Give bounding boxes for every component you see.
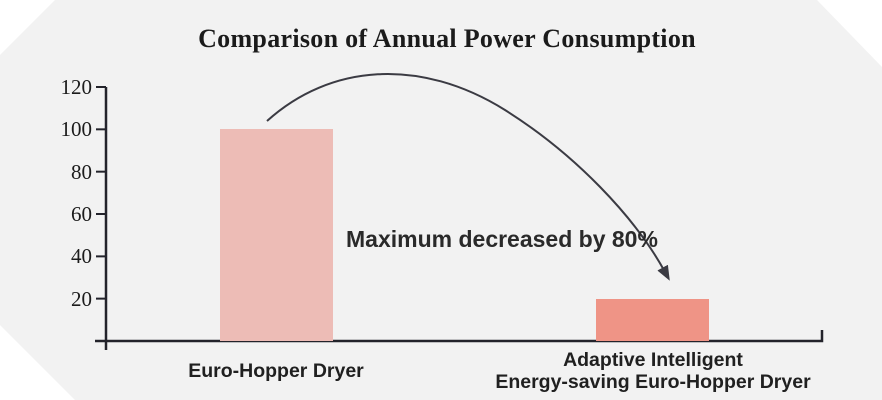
- x-axis-label-energy-saving-dryer: Adaptive Intelligent Energy-saving Euro-…: [495, 349, 811, 393]
- y-axis-tick-label: 120: [60, 75, 93, 99]
- x-axis: [95, 330, 824, 343]
- annotation-text: Maximum decreased by 80%: [346, 226, 658, 252]
- chart-title: Comparison of Annual Power Consumption: [198, 24, 696, 53]
- bar-energy-saving-dryer: [596, 298, 709, 341]
- y-axis-tick-label: 100: [60, 117, 93, 142]
- y-axis-tick-label: 60: [71, 202, 92, 226]
- bar-euro-hopper-dryer: [220, 129, 333, 341]
- y-axis-tick-label: 20: [71, 286, 92, 311]
- x-axis-label-euro-hopper-dryer: Euro-Hopper Dryer: [188, 360, 364, 382]
- y-axis-tick-label: 40: [71, 244, 92, 269]
- arrow-curve: [266, 72, 670, 281]
- y-axis-tick-label: 80: [71, 159, 92, 184]
- y-axis-ticks: [96, 86, 106, 300]
